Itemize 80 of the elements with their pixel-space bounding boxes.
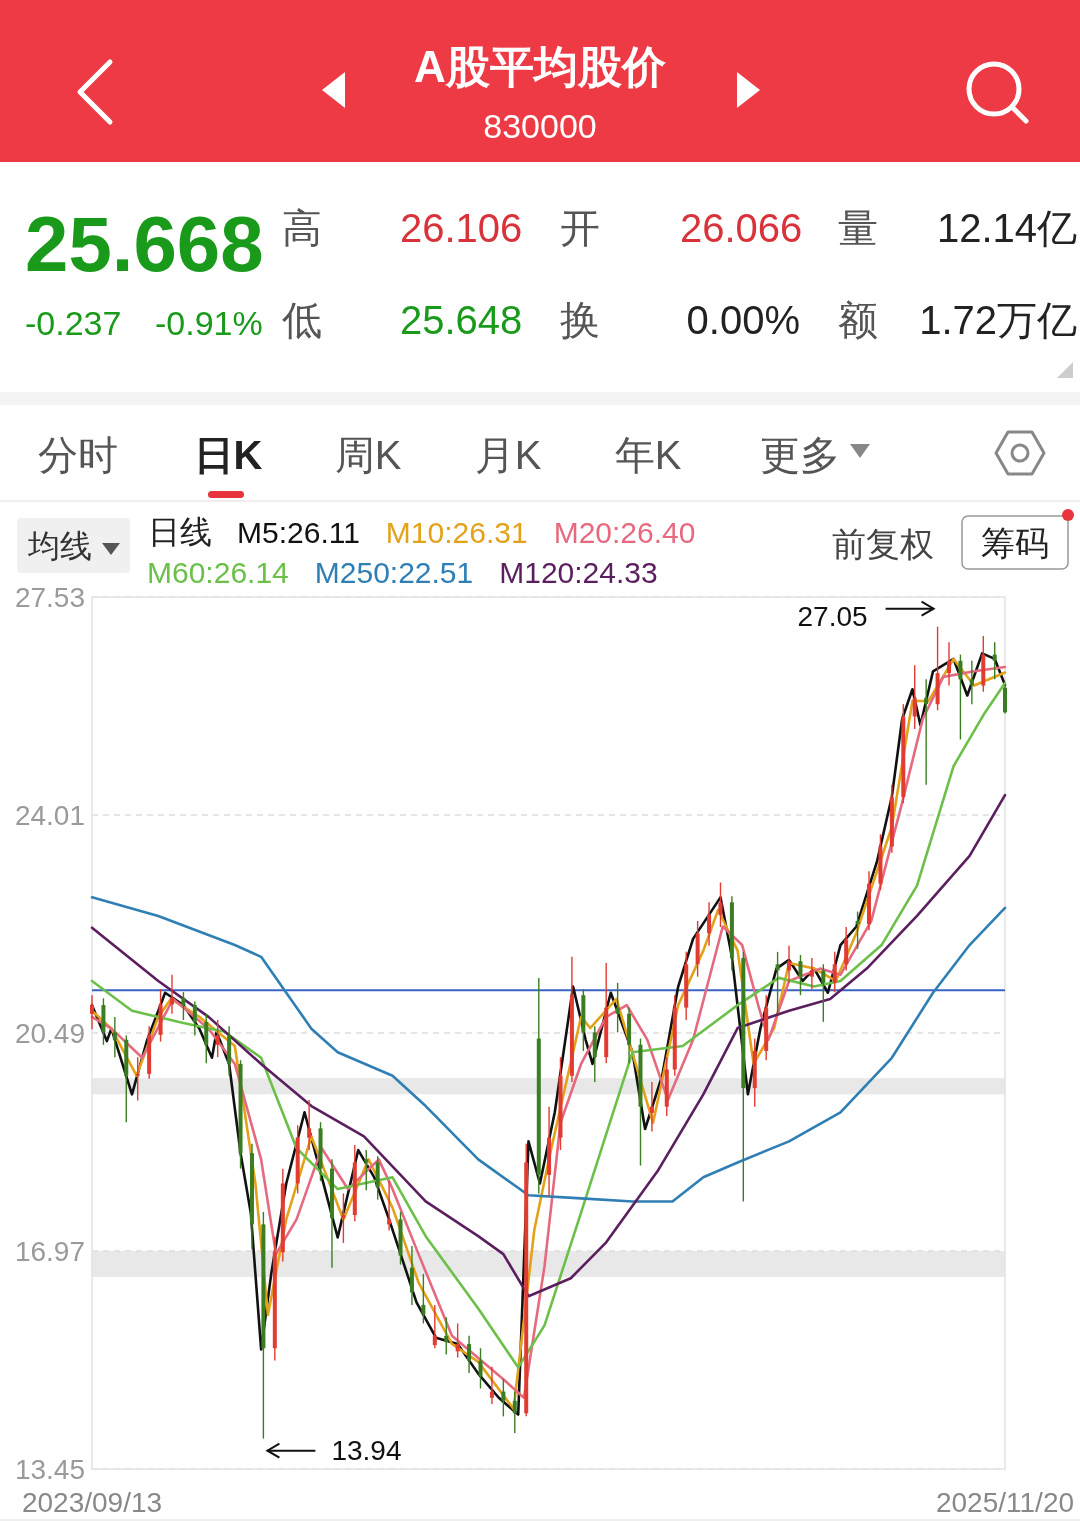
text: 高 [282,206,322,250]
candlestick [364,1149,369,1192]
text: 换 [560,298,600,342]
text: 26.066 [680,206,803,250]
y-tick-label: 13.45 [14,1453,85,1485]
text: 量 [838,206,878,250]
text: M20:26.40 [553,515,696,549]
chart-title: A股平均股价 [414,41,667,91]
candlestick [90,994,94,1030]
candlestick [649,1081,654,1133]
candlestick [169,974,174,1015]
text: 25.648 [400,298,523,342]
text: 开 [560,206,600,250]
candlestick [947,641,952,687]
text: 周K [334,433,402,477]
candlestick [387,1180,392,1232]
text: -0.237 [25,304,122,342]
text: M5:26.11 [237,515,360,549]
candlestick [215,1019,220,1058]
candlestick [821,963,826,1023]
candlestick [832,951,837,993]
text: M10:26.31 [385,515,528,549]
annotation: 13.94 [331,1435,402,1467]
text: M60:26.14 [147,555,289,589]
text: 0.00% [686,298,800,342]
candlestick [969,660,974,705]
text: 均线 [27,528,92,564]
candlestick [478,1347,483,1390]
text: 日K [193,433,263,477]
text: 低 [282,298,322,342]
candlestick [341,1192,346,1244]
candlestick [615,982,620,1034]
candlestick [707,901,712,947]
y-tick-label: 27.53 [14,581,85,613]
candlestick [809,957,814,990]
candlestick [192,1000,197,1037]
text: 1.72万亿 [919,298,1077,342]
text: 前复权 [832,525,934,563]
candlestick [787,944,792,984]
candlestick [798,954,803,996]
y-tick-label: 24.01 [14,799,85,831]
candlestick [112,1016,117,1058]
candlestick [489,1366,494,1405]
candlestick [444,1316,449,1356]
text: 日线 [148,514,212,550]
text: 年K [614,433,682,477]
x-tick-label: 2025/11/20 [935,1486,1075,1518]
candlestick [912,664,917,730]
candlestick [135,1056,140,1102]
candlestick [924,678,929,786]
candlestick [421,1273,426,1325]
candlestick [181,991,186,1021]
text: 筹码 [981,524,1049,562]
text: 额 [838,298,878,342]
text: M120:24.33 [499,555,658,589]
y-tick-label: 20.49 [14,1017,85,1049]
candlestick [855,910,860,950]
x-tick-label: 2023/09/13 [21,1486,163,1518]
text: 更多 [760,433,840,477]
candlestick [512,1390,517,1434]
chart-subtitle: 830000 [483,107,597,145]
candlestick [501,1378,506,1418]
candlestick [204,1013,209,1065]
text: 26.106 [400,206,523,250]
annotation: 27.05 [797,601,868,633]
candlestick [467,1335,472,1374]
text: 分时 [38,433,118,477]
y-tick-label: 16.97 [14,1235,85,1267]
candlestick [958,653,963,741]
text: 月K [474,433,542,477]
text: M250:22.51 [314,555,474,589]
candlestick [455,1322,460,1359]
candlestick [307,1099,312,1151]
candlestick [775,951,780,1015]
candlestick [432,1304,437,1349]
text: -0.91% [155,304,263,342]
text: 25.668 [25,200,264,288]
candlestick [992,641,997,681]
text: 12.14亿 [936,206,1077,250]
candlestick [718,881,723,928]
